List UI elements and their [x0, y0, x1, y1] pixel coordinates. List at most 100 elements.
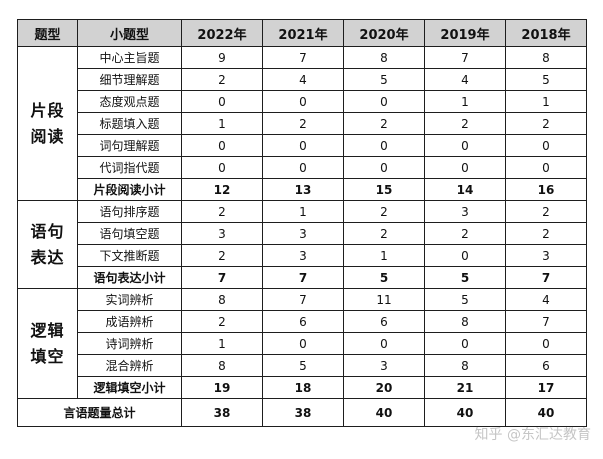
value-cell: 0: [505, 156, 587, 179]
category-cell: 语句 表达: [17, 200, 78, 289]
value-cell: 8: [505, 46, 587, 69]
value-cell: 4: [505, 288, 587, 311]
value-cell: 0: [343, 134, 425, 157]
header-cell: 2019年: [424, 19, 506, 47]
subtotal-value: 7: [262, 266, 344, 289]
subtotal-value: 12: [181, 178, 263, 201]
value-cell: 3: [262, 222, 344, 245]
header-cell: 题型: [17, 19, 78, 47]
subtotal-row: 片段阅读小计 12 13 15 14 16: [18, 178, 587, 201]
value-cell: 2: [424, 112, 506, 135]
value-cell: 0: [424, 244, 506, 267]
category-cell: 逻辑 填空: [17, 288, 78, 399]
value-cell: 3: [181, 222, 263, 245]
value-cell: 1: [424, 90, 506, 113]
subtype-cell: 词句理解题: [77, 134, 182, 157]
category-label: 片段: [30, 100, 65, 120]
subtotal-value: 13: [262, 178, 344, 201]
value-cell: 3: [505, 244, 587, 267]
subtotal-row: 语句表达小计 7 7 5 5 7: [18, 266, 587, 289]
total-value: 40: [424, 398, 506, 427]
value-cell: 2: [505, 222, 587, 245]
category-label: 语句: [30, 221, 65, 241]
total-value: 40: [505, 398, 587, 427]
total-value: 38: [181, 398, 263, 427]
table-row: 语句 表达 语句排序题 2 1 2 3 2: [17, 200, 587, 289]
value-cell: 2: [424, 222, 506, 245]
total-label: 言语题量总计: [17, 398, 182, 427]
subtotal-value: 16: [505, 178, 587, 201]
value-cell: 0: [505, 134, 587, 157]
watermark: 知乎 @东汇达教育: [474, 427, 591, 443]
value-cell: 6: [505, 354, 587, 377]
value-cell: 8: [424, 310, 506, 333]
value-cell: 3: [343, 354, 425, 377]
header-cell: 2018年: [505, 19, 587, 47]
value-cell: 1: [505, 90, 587, 113]
value-cell: 0: [262, 332, 344, 355]
value-cell: 5: [262, 354, 344, 377]
subtype-cell: 细节理解题: [77, 68, 182, 91]
subtype-cell: 中心主旨题: [77, 46, 182, 69]
value-cell: 2: [262, 112, 344, 135]
header-cell: 小题型: [77, 19, 182, 47]
subtype-cell: 标题填入题: [77, 112, 182, 135]
value-cell: 7: [505, 310, 587, 333]
total-row: 言语题量总计 38 38 40 40 40: [17, 398, 587, 427]
value-cell: 1: [262, 200, 344, 223]
table-row: 诗词辨析 1 0 0 0 0: [18, 332, 587, 355]
table-row: 语句填空题 3 3 2 2 2: [18, 222, 587, 245]
value-cell: 1: [181, 112, 263, 135]
value-cell: 8: [343, 46, 425, 69]
subtotal-label: 语句表达小计: [77, 266, 182, 289]
subtotal-label: 逻辑填空小计: [77, 376, 182, 399]
subtotal-value: 7: [181, 266, 263, 289]
value-cell: 2: [343, 222, 425, 245]
table-row: 标题填入题 1 2 2 2 2: [18, 112, 587, 135]
header-cell: 2022年: [181, 19, 263, 47]
value-cell: 0: [262, 156, 344, 179]
subtotal-value: 21: [424, 376, 506, 399]
value-cell: 0: [424, 332, 506, 355]
subtype-cell: 语句填空题: [77, 222, 182, 245]
value-cell: 2: [343, 112, 425, 135]
subtotal-value: 20: [343, 376, 425, 399]
table-row: 成语辨析 2 6 6 8 7: [18, 310, 587, 333]
table-row: 逻辑 填空 实词辨析 8 7 11 5 4: [17, 288, 587, 399]
header-cell: 2021年: [262, 19, 344, 47]
subtotal-value: 15: [343, 178, 425, 201]
table-body: 片段 阅读 中心主旨题 9 7 8 7 8 细节理解题 2 4 5 4 5 态度观点题 0 0 0 1 1 标题填入题 1…: [17, 46, 587, 427]
exam-statistics-table: 题型 小题型 2022年 2021年 2020年 2019年 2018年 片段阅…: [17, 19, 587, 427]
value-cell: 0: [181, 90, 263, 113]
subtype-cell: 实词辨析: [77, 288, 182, 311]
category-cell: 片段 阅读: [17, 46, 78, 201]
value-cell: 2: [505, 112, 587, 135]
value-cell: 0: [505, 332, 587, 355]
table-row: 词句理解题 0 0 0 0 0: [18, 134, 587, 157]
value-cell: 6: [262, 310, 344, 333]
value-cell: 8: [181, 288, 263, 311]
value-cell: 0: [343, 332, 425, 355]
value-cell: 0: [424, 156, 506, 179]
value-cell: 2: [181, 244, 263, 267]
value-cell: 7: [424, 46, 506, 69]
total-value: 40: [343, 398, 425, 427]
value-cell: 0: [181, 156, 263, 179]
value-cell: 7: [262, 288, 344, 311]
category-label: 表达: [30, 247, 65, 267]
header-row: 题型 小题型 2022年 2021年 2020年 2019年 2018年: [17, 19, 587, 47]
value-cell: 0: [343, 90, 425, 113]
value-cell: 3: [424, 200, 506, 223]
subtotal-label: 片段阅读小计: [77, 178, 182, 201]
value-cell: 1: [181, 332, 263, 355]
value-cell: 0: [424, 134, 506, 157]
value-cell: 2: [181, 200, 263, 223]
subtype-cell: 态度观点题: [77, 90, 182, 113]
category-label: 阅读: [30, 126, 65, 146]
subtotal-value: 7: [505, 266, 587, 289]
subtype-cell: 下文推断题: [77, 244, 182, 267]
subtype-cell: 成语辨析: [77, 310, 182, 333]
subtotal-row: 逻辑填空小计 19 18 20 21 17: [18, 376, 587, 399]
value-cell: 5: [343, 68, 425, 91]
table-row: 下文推断题 2 3 1 0 3: [18, 244, 587, 267]
